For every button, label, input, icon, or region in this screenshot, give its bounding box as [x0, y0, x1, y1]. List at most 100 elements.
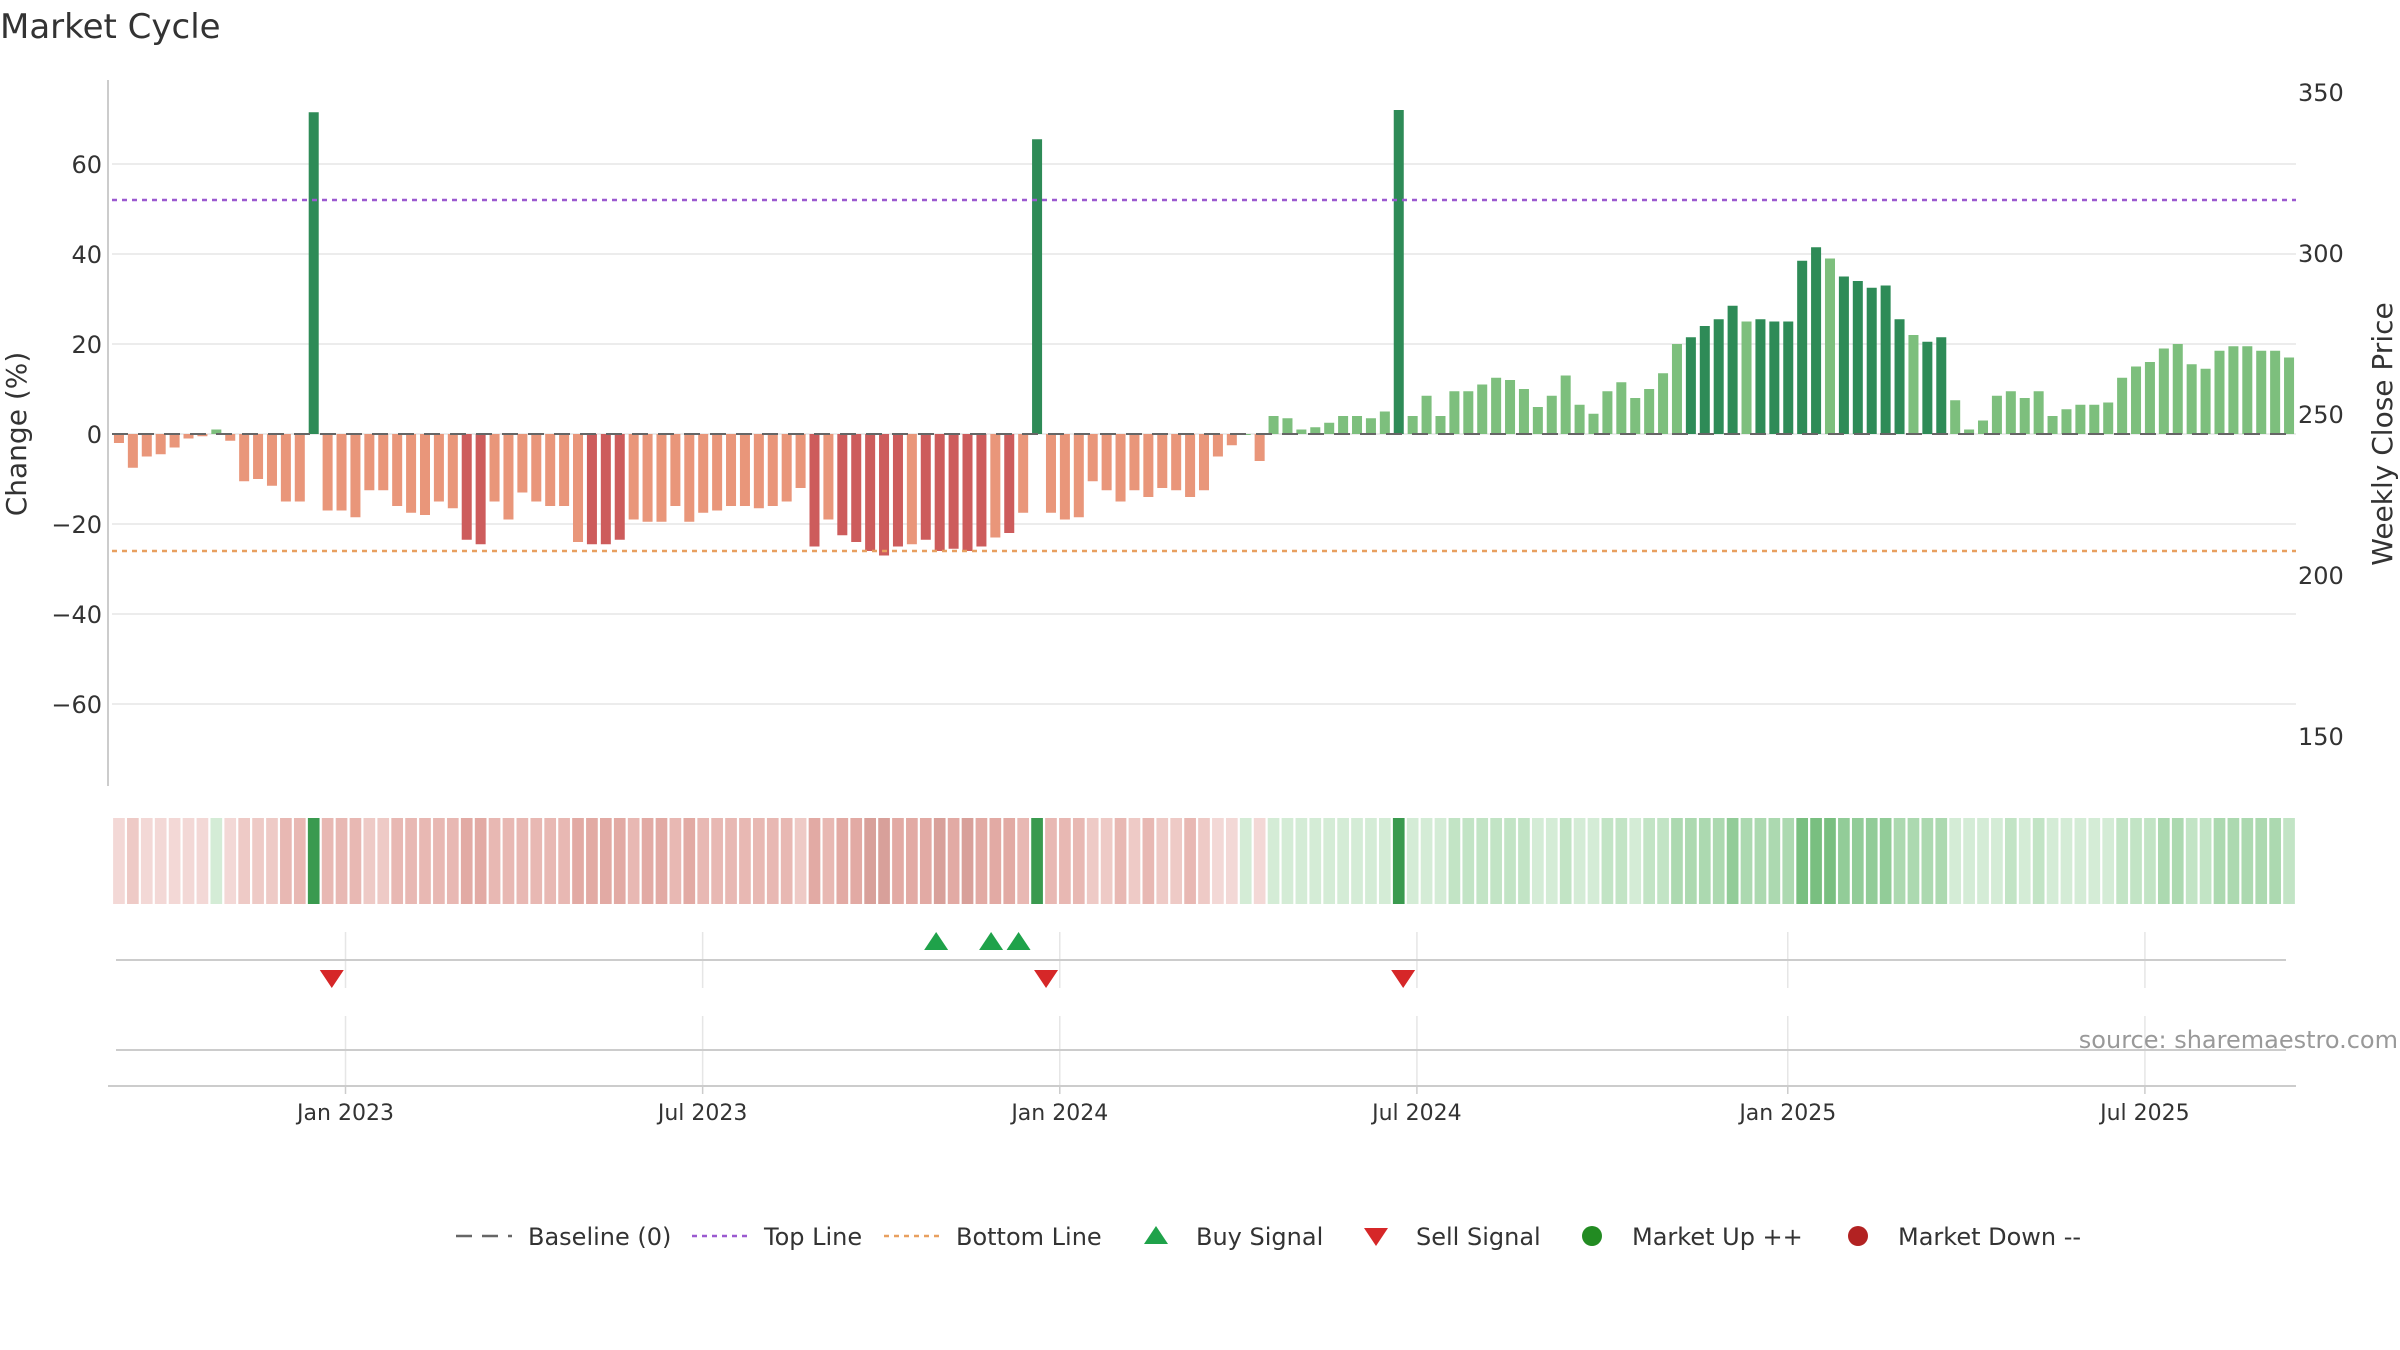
- heat-cell: [655, 818, 668, 904]
- change-bar: [2158, 348, 2169, 434]
- change-bar: [1254, 434, 1265, 461]
- heat-cell: [1198, 818, 1210, 904]
- heat-cell: [1128, 818, 1141, 904]
- heat-cell: [2185, 818, 2198, 904]
- heat-cell: [919, 818, 932, 904]
- heat-cell: [1782, 818, 1795, 904]
- heat-cell: [1587, 818, 1600, 904]
- heat-cell: [808, 818, 821, 904]
- heat-cell: [947, 818, 960, 904]
- change-bar: [2242, 346, 2253, 434]
- reference-lines: [112, 198, 2296, 553]
- change-bar: [1671, 344, 1682, 434]
- date-tick-label: Jan 2025: [1737, 1101, 1836, 1126]
- heat-cell: [1657, 818, 1669, 904]
- change-bar: [1588, 413, 1599, 434]
- green-circle-icon: [1582, 1226, 1602, 1246]
- change-bar: [183, 434, 194, 439]
- change-bar: [962, 434, 973, 551]
- heat-cell: [2241, 818, 2254, 904]
- heat-cell: [2213, 818, 2226, 904]
- change-bar: [322, 434, 333, 511]
- change-bar: [726, 434, 737, 506]
- change-bar: [879, 434, 890, 556]
- change-bar: [1797, 260, 1808, 434]
- change-bar: [1268, 416, 1279, 434]
- heat-cell: [1991, 818, 2003, 904]
- change-bar: [294, 434, 305, 502]
- change-bar: [1658, 373, 1669, 434]
- change-bar: [1379, 411, 1390, 434]
- change-bar: [2228, 346, 2239, 434]
- change-bar: [489, 434, 500, 502]
- left-tick-label: −60: [51, 691, 102, 719]
- change-bar: [1296, 429, 1307, 434]
- change-bar: [1783, 321, 1794, 434]
- legend-item: Bottom Line: [884, 1223, 1102, 1251]
- legend-label: Buy Signal: [1196, 1223, 1323, 1251]
- change-bar: [1741, 321, 1752, 434]
- heat-cell: [168, 818, 181, 904]
- change-bar: [2256, 350, 2267, 434]
- change-bar: [906, 434, 917, 545]
- change-bar: [1004, 434, 1015, 533]
- signal-markers: [319, 932, 1416, 988]
- heat-cell: [363, 818, 376, 904]
- heat-cell: [1518, 818, 1530, 904]
- heat-cell: [1434, 818, 1447, 904]
- buy-signal-marker: [979, 932, 1004, 950]
- heat-cell: [864, 818, 876, 904]
- change-bar: [1435, 416, 1446, 434]
- sell-signal-marker: [319, 970, 344, 988]
- change-bar: [1922, 341, 1933, 434]
- change-bar: [1365, 418, 1376, 434]
- change-bar: [1880, 285, 1891, 434]
- change-bar: [2019, 398, 2030, 434]
- change-bar: [892, 434, 903, 547]
- heat-cell: [266, 818, 278, 904]
- heat-cell: [530, 818, 543, 904]
- heat-cell: [1726, 818, 1739, 904]
- heat-cell: [349, 818, 362, 904]
- change-bar: [920, 434, 931, 540]
- heat-cell: [502, 818, 515, 904]
- heat-cell: [1865, 818, 1878, 904]
- change-bar: [1393, 110, 1404, 434]
- date-tick-label: Jul 2024: [1370, 1101, 1462, 1126]
- change-bar: [336, 434, 347, 511]
- heat-cell: [739, 818, 751, 904]
- change-bar: [1491, 377, 1502, 434]
- change-bar: [1866, 287, 1877, 434]
- heat-cell: [1406, 818, 1419, 904]
- change-bar: [2131, 366, 2142, 434]
- legend-item: Sell Signal: [1364, 1223, 1541, 1251]
- change-bar: [1143, 434, 1154, 497]
- heat-cell: [892, 818, 904, 904]
- change-bar: [1950, 400, 1961, 434]
- heat-cell: [1045, 818, 1057, 904]
- sell-signal-marker: [1391, 970, 1416, 988]
- heat-cell: [558, 818, 570, 904]
- heat-cell: [1685, 818, 1697, 904]
- heat-cell: [586, 818, 598, 904]
- heat-cell: [1629, 818, 1642, 904]
- heat-cell: [1378, 818, 1391, 904]
- change-bar: [1157, 434, 1168, 488]
- change-bar: [1324, 422, 1335, 434]
- change-bar: [600, 434, 611, 545]
- change-bar: [2144, 362, 2155, 434]
- right-tick-label: 300: [2298, 240, 2344, 268]
- change-bar: [1713, 319, 1724, 434]
- change-bar: [1477, 384, 1488, 434]
- legend-item: Top Line: [692, 1223, 862, 1251]
- heat-cell: [474, 818, 487, 904]
- heat-cell: [419, 818, 431, 904]
- change-bar: [753, 434, 764, 509]
- change-bar: [1212, 434, 1223, 457]
- heat-cell: [210, 818, 223, 904]
- change-bar: [253, 434, 264, 479]
- chart-title: Market Cycle: [0, 7, 221, 47]
- heat-cell: [1810, 818, 1822, 904]
- right-tick-label: 150: [2298, 723, 2344, 751]
- heat-cell: [1949, 818, 1962, 904]
